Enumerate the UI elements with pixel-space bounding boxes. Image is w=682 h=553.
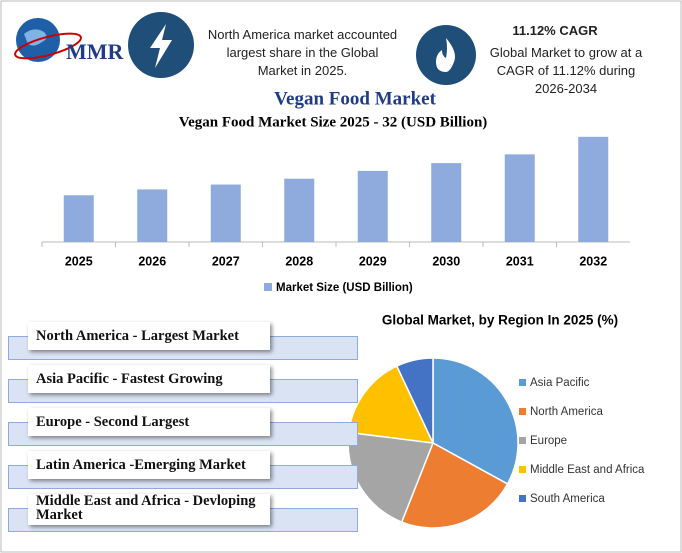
main-title: Vegan Food Market xyxy=(274,88,437,109)
fact-text: North America market accounted largest s… xyxy=(207,27,398,78)
x-tick-label: 2029 xyxy=(359,254,387,268)
flame-icon xyxy=(436,38,455,72)
pie-slice xyxy=(400,441,509,529)
x-tick-label: 2025 xyxy=(65,254,93,268)
logo-text: MMR xyxy=(66,39,125,64)
bar-title: Vegan Food Market Size 2025 - 32 (USD Bi… xyxy=(179,114,488,130)
pie-slice xyxy=(432,357,519,485)
region-label: Middle East and Africa - Devloping Marke… xyxy=(28,494,270,525)
x-tick-label: 2028 xyxy=(285,254,313,268)
legend-label: North America xyxy=(530,406,603,418)
lightning-icon xyxy=(150,24,172,68)
bar xyxy=(284,178,315,242)
x-tick-label: 2032 xyxy=(579,254,607,268)
bar xyxy=(504,154,535,242)
region-label: Asia Pacific - Fastest Growing xyxy=(28,365,270,393)
cagr-text: Global Market to grow at a CAGR of 11.12… xyxy=(489,45,643,96)
bar xyxy=(578,136,609,242)
region-label: Latin America -Emerging Market xyxy=(28,451,270,479)
x-tick-label: 2026 xyxy=(138,254,166,268)
x-tick-label: 2030 xyxy=(432,254,460,268)
logo-land xyxy=(24,29,47,46)
icon-circle xyxy=(416,25,476,85)
logo-orbit xyxy=(14,32,82,60)
legend-label: Europe xyxy=(530,435,567,447)
legend-swatch xyxy=(519,408,526,415)
legend-label: South America xyxy=(530,493,605,505)
legend-swatch xyxy=(519,466,526,473)
bar xyxy=(137,189,168,242)
bar xyxy=(431,163,462,242)
legend-swatch xyxy=(519,437,526,444)
x-tick-label: 2031 xyxy=(506,254,534,268)
region-label: North America - Largest Market xyxy=(28,322,270,350)
cagr-title: 11.12% CAGR xyxy=(512,23,598,38)
bar xyxy=(63,195,94,242)
legend-swatch xyxy=(264,283,272,291)
legend-swatch xyxy=(519,379,526,386)
region-label: Europe - Second Largest xyxy=(28,408,270,436)
pie-title: Global Market, by Region In 2025 (%) xyxy=(382,313,618,328)
x-tick-label: 2027 xyxy=(212,254,240,268)
legend-label: Middle East and Africa xyxy=(530,464,645,476)
legend-label: Asia Pacific xyxy=(530,377,590,389)
legend-swatch xyxy=(519,495,526,502)
legend-label: Market Size (USD Billion) xyxy=(276,282,413,294)
bar xyxy=(210,184,241,242)
pie-slice xyxy=(395,357,434,444)
bar xyxy=(357,170,388,242)
